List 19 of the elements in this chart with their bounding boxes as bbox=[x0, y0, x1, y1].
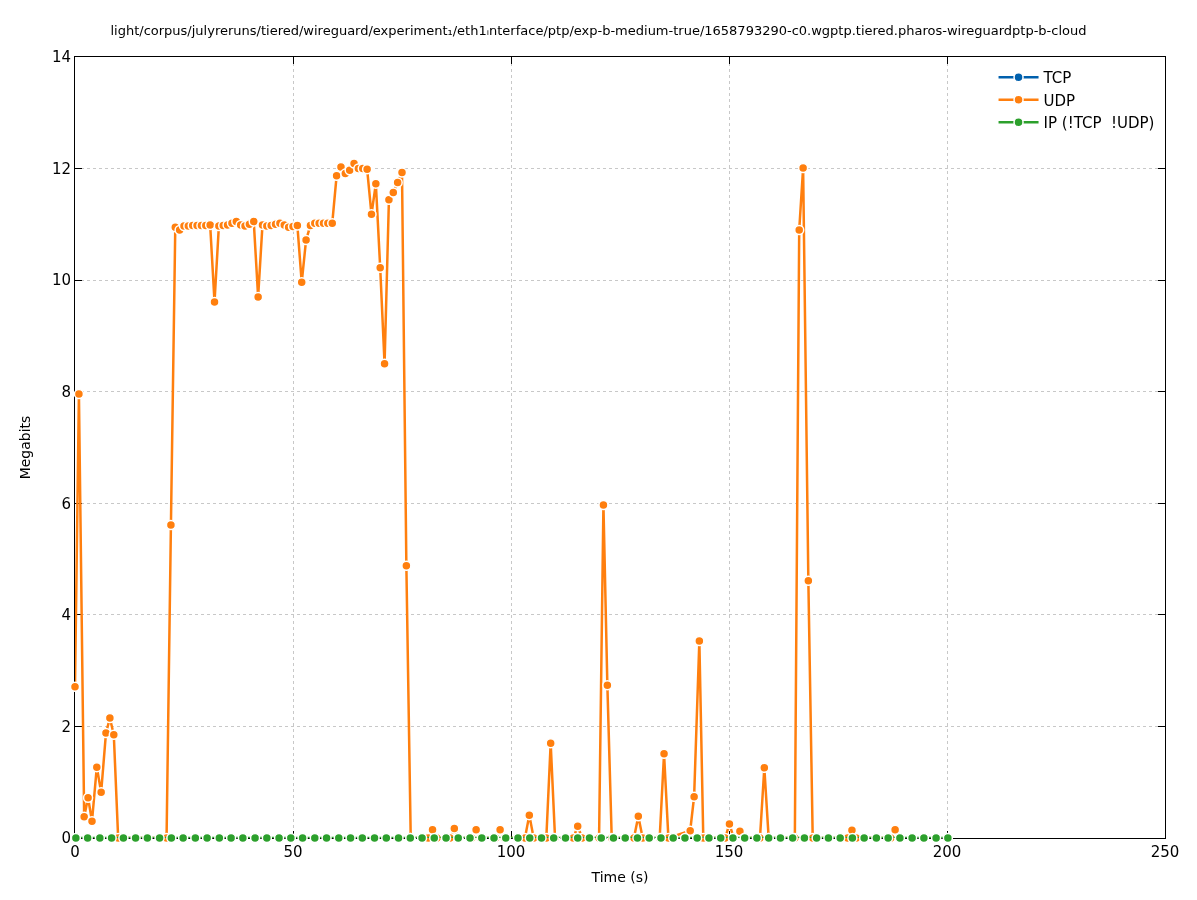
y-tick-label: 2 bbox=[61, 717, 71, 736]
x-tick-label: 100 bbox=[496, 843, 526, 861]
legend-label: IP (!TCP !UDP) bbox=[1043, 114, 1155, 133]
y-tick-label: 6 bbox=[61, 494, 71, 513]
y-tick-label: 10 bbox=[51, 271, 71, 290]
legend-label: TCP bbox=[1042, 69, 1072, 87]
x-tick-label: 250 bbox=[1150, 843, 1180, 861]
y-tick-label: 0 bbox=[61, 829, 71, 848]
x-axis-title: Time (s) bbox=[590, 869, 649, 886]
y-tick-label: 4 bbox=[61, 606, 71, 625]
legend-label: UDP bbox=[1043, 91, 1076, 110]
chart-title: light/corpus/julyreruns/tiered/wireguard/experiment₁/eth1ᵢnterface/ptp/exp-b-medium-true/1658793290-c0.wgptp.tiered.pharos-wireguardptp-b-cloud bbox=[110, 22, 1087, 38]
y-tick-label: 14 bbox=[51, 48, 71, 67]
x-tick-label: 50 bbox=[283, 843, 303, 861]
x-tick-label: 200 bbox=[932, 843, 962, 861]
y-tick-label: 8 bbox=[61, 382, 71, 401]
x-tick-label: 150 bbox=[714, 843, 744, 861]
y-axis-title: Megabits bbox=[16, 415, 33, 480]
y-tick-label: 12 bbox=[51, 159, 71, 178]
